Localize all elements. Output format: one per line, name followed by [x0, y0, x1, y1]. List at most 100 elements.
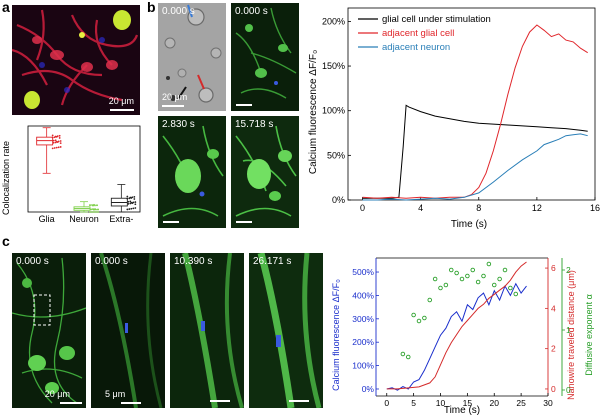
panel-label-b: b	[147, 0, 156, 15]
brightfield-image	[158, 3, 226, 111]
box-point	[90, 208, 92, 211]
series-line-2	[386, 261, 527, 390]
scale-bar	[121, 402, 141, 404]
box-point	[93, 211, 95, 213]
chart-b-legend: glial cell under stimulation adjacent gli…	[358, 14, 491, 53]
panel-a-micrograph: 20 μm	[12, 5, 140, 115]
box-point	[89, 211, 91, 213]
box-point	[97, 208, 99, 211]
x-tick-label: 16	[590, 203, 600, 213]
chart-c-axes: 0 5 10 15 20 25 300%100%200%300%400%500%024601…	[352, 257, 571, 408]
scale-bar	[60, 402, 82, 404]
box-point	[58, 137, 61, 139]
x-tick-label: 10	[436, 398, 446, 408]
alpha-point	[448, 267, 454, 273]
box-point	[129, 202, 132, 205]
alpha-point	[491, 282, 497, 288]
series-line-2	[362, 24, 588, 199]
alpha-point	[443, 282, 449, 288]
scale-bar	[289, 400, 309, 402]
box-chart-marks	[36, 127, 137, 213]
chart-c-y-label: Calcium fluorescence ΔF/F₀	[331, 279, 341, 391]
panel-b-frame-4: 15.718 s	[231, 116, 299, 228]
box-point	[133, 195, 136, 198]
box-point	[94, 208, 96, 210]
calcium-image	[231, 3, 299, 111]
box-point	[51, 134, 54, 137]
alpha-point	[411, 312, 416, 318]
box-point	[132, 207, 135, 210]
box-point	[57, 146, 60, 149]
chart-b-lines	[362, 24, 588, 201]
alpha-point	[454, 270, 459, 276]
series-line-1	[386, 282, 527, 391]
box-point	[129, 200, 132, 203]
legend-label: adjacent glial cell	[382, 28, 454, 39]
y-tick-label: 100%	[352, 361, 374, 371]
y-tick-label: 100%	[322, 106, 345, 116]
calcium-image	[158, 116, 226, 228]
box-chart-category-labels: Glia Neuron Extra-	[39, 214, 134, 224]
x-tick-label: 15	[463, 398, 473, 408]
frame-timestamp: 0.000 s	[162, 6, 195, 17]
chart-c-x-label: Time (s)	[444, 405, 480, 416]
zoom-region-box	[33, 294, 51, 326]
alpha-point	[405, 354, 411, 360]
y-tick-label: 50%	[327, 150, 345, 160]
chart-b-axes: 0 4 8 12 16 0% 50% 100% 150% 200%	[322, 7, 600, 213]
box-glia	[36, 127, 62, 174]
box-point	[54, 139, 57, 142]
box-category-label: Extra-	[109, 214, 133, 224]
box-point	[131, 202, 134, 205]
scale-bar	[163, 221, 179, 223]
panel-c-zoom-frame-3: 26.171 s	[249, 253, 323, 408]
y3-tick-label: 2	[566, 265, 571, 275]
box-point	[59, 146, 62, 148]
box-point	[134, 203, 137, 206]
box-point	[133, 198, 136, 200]
y-tick-label: 0%	[332, 195, 345, 205]
alpha-point	[422, 315, 427, 321]
blue-arrow-icon	[187, 4, 193, 18]
box-point	[92, 208, 94, 211]
alpha-point	[497, 276, 502, 282]
alpha-point	[475, 279, 481, 285]
alpha-point	[481, 273, 486, 279]
y3-tick-label: 0	[566, 385, 571, 395]
alpha-point	[486, 261, 492, 267]
box-point	[130, 197, 133, 199]
x-tick-label: 20	[490, 398, 500, 408]
colocalization-box-chart: Colocalization rate Glia Neuron Extra-	[1, 125, 141, 224]
y2-tick-label: 2	[551, 344, 556, 354]
x-tick-label: 0	[384, 398, 389, 408]
frame-timestamp: 10.390 s	[174, 256, 213, 267]
x-tick-label: 4	[418, 203, 423, 213]
chart-c-lines	[386, 261, 527, 391]
box-point	[127, 200, 130, 203]
box-point	[134, 201, 137, 203]
y2-tick-label: 4	[551, 303, 556, 313]
box-neuron	[73, 201, 99, 213]
calcium-image	[231, 116, 299, 228]
panel-c-zoom-frame-2: 10.390 s	[170, 253, 244, 408]
box-point	[53, 136, 56, 139]
box-point	[96, 204, 98, 207]
x-tick-label: 30	[543, 398, 553, 408]
scale-bar	[236, 221, 252, 223]
scale-bar-label: 20 μm	[162, 92, 188, 102]
x-tick-label: 12	[532, 203, 542, 213]
box-extra	[110, 184, 137, 213]
alpha-point	[400, 351, 406, 357]
calcium-line-chart: Calcium fluorescence ΔF/F₀ Time (s) 0 4 8 1…	[308, 7, 600, 230]
series-line-1	[362, 104, 588, 199]
x-tick-label: 0	[360, 203, 365, 213]
box-point	[91, 204, 93, 206]
neuron-image	[12, 253, 86, 408]
y-tick-label: 0%	[362, 384, 375, 394]
box-point	[126, 197, 129, 200]
panel-label-a: a	[2, 0, 10, 15]
box-point	[127, 202, 130, 205]
y-tick-label: 400%	[352, 290, 374, 300]
box-point	[126, 208, 129, 211]
nanowire-image	[170, 253, 244, 408]
